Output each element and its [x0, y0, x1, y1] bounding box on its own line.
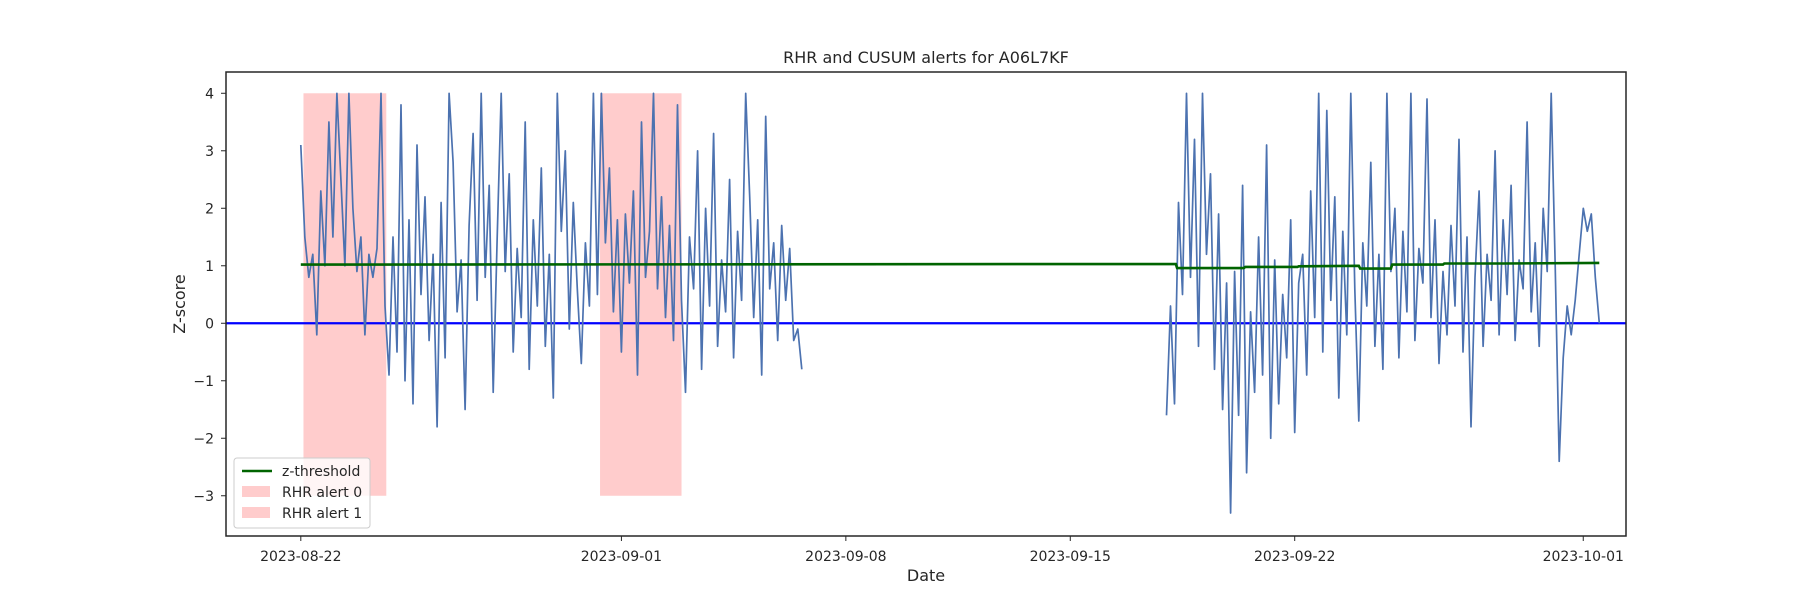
legend-label-threshold: z-threshold — [282, 464, 360, 480]
y-tick-label-3: 0 — [205, 316, 214, 332]
x-axis-label: Date — [907, 566, 945, 585]
plot-frame — [225, 71, 1627, 537]
y-tick-label-6: 3 — [205, 144, 214, 160]
y-tick-label-4: 1 — [205, 259, 214, 275]
legend-label-alert-0: RHR alert 0 — [282, 485, 362, 501]
y-tick-label-5: 2 — [205, 201, 214, 217]
x-tick-label-3: 2023-09-15 — [1030, 549, 1111, 565]
y-tick-label-2: −1 — [193, 374, 214, 390]
rhr-zscore-line-segment-1 — [1165, 92, 1601, 514]
y-axis-label: Z-score — [170, 274, 189, 333]
y-tick-label-1: −2 — [193, 431, 214, 447]
legend-label-alert-1: RHR alert 1 — [282, 506, 362, 522]
x-tick-label-2: 2023-09-08 — [805, 549, 886, 565]
series-layer — [299, 92, 1601, 514]
rhr-zscore-line-segment-0 — [299, 92, 803, 428]
x-tick-label-0: 2023-08-22 — [260, 549, 341, 565]
chart-title: RHR and CUSUM alerts for A06L7KF — [783, 48, 1069, 67]
y-axis-ticks: −3 −2 −1 0 1 2 3 4 — [193, 86, 226, 505]
x-tick-label-5: 2023-10-01 — [1543, 549, 1624, 565]
z-threshold-line — [300, 261, 1600, 270]
threshold-layer — [300, 261, 1600, 270]
legend: z-threshold RHR alert 0 RHR alert 1 — [233, 457, 371, 529]
y-tick-label-7: 4 — [205, 86, 214, 102]
x-axis-ticks: 2023-08-22 2023-09-01 2023-09-08 2023-09-15… — [260, 536, 1624, 565]
x-tick-label-1: 2023-09-01 — [581, 549, 662, 565]
legend-swatch-alert-0 — [242, 486, 270, 497]
y-tick-label-0: −3 — [193, 489, 214, 505]
alert-region-0 — [303, 93, 387, 496]
x-tick-label-4: 2023-09-22 — [1254, 549, 1335, 565]
legend-swatch-alert-1 — [242, 507, 270, 518]
